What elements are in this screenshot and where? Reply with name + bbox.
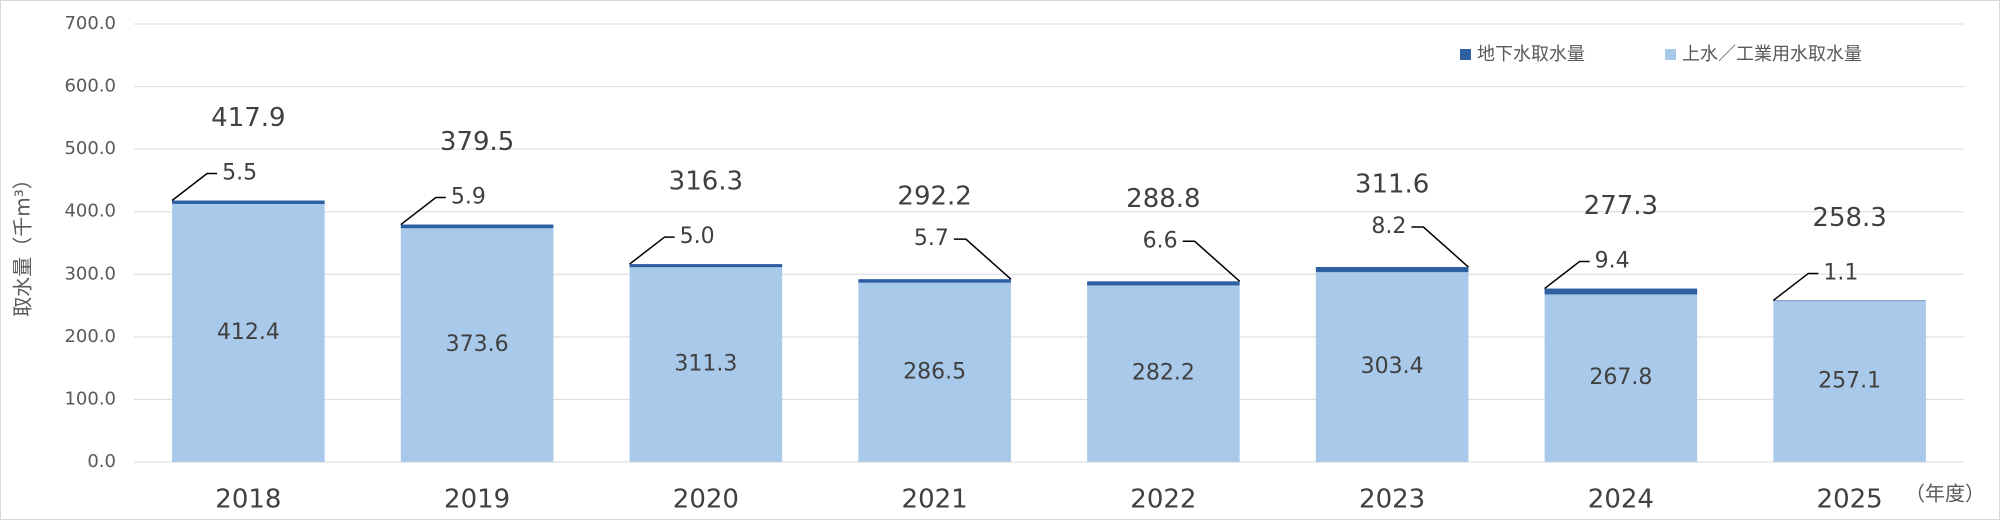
legend-swatch (1460, 49, 1471, 60)
total-label: 417.9 (211, 103, 285, 133)
segment-label: 282.2 (1132, 361, 1195, 386)
segment-label: 311.3 (674, 352, 737, 377)
x-unit: （年度） (1905, 482, 1985, 506)
leader-line (629, 236, 675, 265)
leader-line (1544, 260, 1590, 290)
bar-segment (172, 203, 325, 462)
segment-label: 8.2 (1371, 214, 1406, 239)
segment-label: 286.5 (903, 359, 966, 384)
x-tick-label: 2021 (902, 485, 968, 515)
segment-label: 1.1 (1823, 260, 1858, 285)
segment-label: 373.6 (446, 332, 509, 357)
legend-label: 上水／工業用水取水量 (1682, 44, 1862, 65)
segment-label: 412.4 (217, 320, 280, 345)
y-tick-label: 500.0 (64, 138, 116, 159)
y-axis-label: 取水量（千m³） (11, 169, 35, 317)
bar-segment (400, 228, 554, 462)
total-label: 277.3 (1584, 191, 1658, 221)
segment-label: 5.5 (222, 161, 257, 186)
y-tick-label: 200.0 (64, 326, 116, 347)
bar-segment (1315, 272, 1469, 462)
x-tick-label: 2020 (673, 485, 739, 515)
y-tick-label: 600.0 (64, 76, 116, 97)
x-tick-label: 2025 (1817, 485, 1883, 515)
leader-line (1182, 240, 1241, 282)
segment-label: 5.0 (680, 224, 715, 249)
segment-label: 267.8 (1589, 365, 1652, 390)
total-label: 292.2 (897, 182, 971, 212)
bar-segment (858, 282, 1011, 462)
bar-segment (1315, 267, 1469, 273)
x-tick-label: 2024 (1588, 485, 1654, 515)
bar-segment (858, 279, 1011, 283)
bar-segment (172, 200, 325, 204)
segment-label: 5.7 (914, 226, 949, 251)
x-tick-label: 2018 (215, 485, 281, 515)
x-tick-label: 2022 (1130, 485, 1196, 515)
leader-line (1772, 272, 1819, 302)
bar-segment (1087, 281, 1240, 286)
segment-label: 257.1 (1818, 369, 1881, 394)
segment-label: 5.9 (451, 185, 486, 210)
bar-segment (1773, 301, 1926, 462)
y-tick-label: 300.0 (64, 263, 116, 284)
leader-line (1411, 226, 1469, 268)
bar-segment (400, 224, 554, 229)
bar-segment (1544, 288, 1698, 295)
x-tick-label: 2019 (444, 485, 510, 515)
bar-segment (629, 264, 783, 268)
total-label: 311.6 (1355, 170, 1429, 200)
total-label: 379.5 (440, 127, 514, 157)
leader-line (953, 238, 1012, 280)
bar-segment (1544, 294, 1698, 462)
legend-swatch (1665, 49, 1676, 60)
y-tick-label: 700.0 (64, 13, 116, 34)
segment-label: 303.4 (1361, 354, 1424, 379)
total-label: 316.3 (669, 167, 743, 197)
total-label: 288.8 (1126, 184, 1200, 214)
segment-label: 9.4 (1595, 249, 1630, 274)
segment-label: 6.6 (1143, 228, 1178, 253)
bar-segment (1773, 300, 1926, 302)
y-tick-label: 100.0 (64, 388, 116, 409)
y-tick-label: 0.0 (87, 451, 116, 472)
total-label: 258.3 (1812, 203, 1886, 233)
x-tick-label: 2023 (1359, 485, 1425, 515)
legend-label: 地下水取水量 (1477, 44, 1585, 65)
y-tick-label: 400.0 (64, 201, 116, 222)
leader-line (400, 196, 446, 226)
bar-segment (629, 267, 783, 462)
leader-line (171, 172, 218, 202)
bar-segment (1087, 285, 1240, 462)
